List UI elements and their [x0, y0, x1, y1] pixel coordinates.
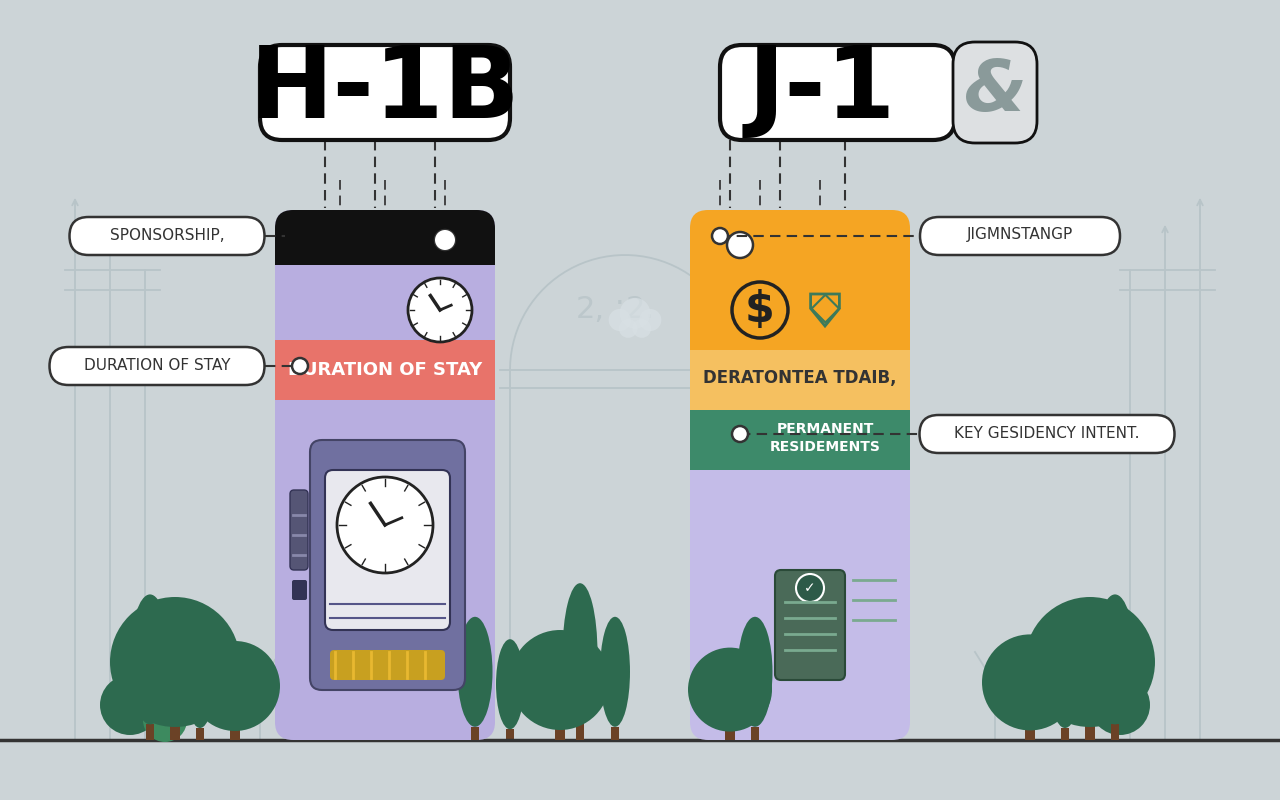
Text: *: * [193, 653, 206, 677]
Text: &: & [964, 57, 1027, 126]
Text: DERATONTEA TDAIB,: DERATONTEA TDAIB, [703, 369, 897, 387]
Bar [576, 723, 584, 740]
Ellipse shape [497, 639, 524, 730]
Bar [170, 707, 180, 740]
Bar [196, 728, 204, 740]
Bar [230, 718, 241, 740]
Text: KEY GESIDENCY INTENT.: KEY GESIDENCY INTENT. [955, 426, 1139, 441]
Bar [275, 340, 495, 400]
Bar [690, 265, 910, 350]
Text: J-1: J-1 [748, 42, 896, 139]
Circle shape [337, 477, 433, 573]
Circle shape [509, 630, 611, 730]
Bar [751, 726, 759, 740]
FancyBboxPatch shape [330, 650, 445, 680]
FancyBboxPatch shape [920, 217, 1120, 255]
Bar [1085, 707, 1094, 740]
Text: JIGMNSTANGP: JIGMNSTANGP [966, 227, 1073, 242]
Circle shape [292, 358, 308, 374]
Ellipse shape [1050, 628, 1082, 728]
Ellipse shape [457, 617, 493, 726]
FancyBboxPatch shape [291, 490, 308, 570]
Circle shape [435, 230, 454, 250]
FancyBboxPatch shape [774, 570, 845, 680]
Bar [471, 726, 479, 740]
FancyBboxPatch shape [69, 217, 265, 255]
Circle shape [1025, 597, 1155, 727]
Text: 2,: 2, [576, 295, 604, 325]
Ellipse shape [1094, 594, 1135, 725]
Circle shape [796, 574, 824, 602]
Circle shape [1091, 675, 1149, 735]
Text: SPONSORSHIP,: SPONSORSHIP, [110, 227, 224, 242]
Circle shape [620, 298, 650, 329]
FancyBboxPatch shape [919, 415, 1175, 453]
Ellipse shape [562, 583, 598, 723]
Circle shape [435, 230, 454, 250]
Circle shape [100, 675, 160, 735]
FancyBboxPatch shape [690, 210, 910, 270]
Ellipse shape [131, 594, 170, 725]
Text: H-1B: H-1B [250, 42, 520, 139]
FancyBboxPatch shape [260, 45, 509, 140]
Text: PERMANENT
RESIDEMENTS: PERMANENT RESIDEMENTS [769, 422, 881, 454]
Circle shape [639, 309, 662, 331]
Circle shape [609, 309, 631, 331]
Ellipse shape [737, 617, 773, 726]
FancyBboxPatch shape [310, 440, 465, 690]
FancyBboxPatch shape [292, 580, 307, 600]
Text: $: $ [745, 289, 774, 331]
Circle shape [632, 319, 652, 338]
Circle shape [727, 232, 753, 258]
FancyBboxPatch shape [719, 45, 955, 140]
FancyBboxPatch shape [275, 210, 495, 265]
Bar [146, 725, 154, 740]
Circle shape [143, 698, 187, 742]
Text: ✓: ✓ [804, 581, 815, 595]
Text: ◇: ◇ [810, 288, 841, 328]
Bar [275, 247, 495, 265]
Text: DURATION OF STAY: DURATION OF STAY [83, 358, 230, 373]
Circle shape [689, 648, 772, 731]
Text: .: . [616, 281, 625, 310]
Bar [506, 730, 515, 740]
Bar [690, 345, 910, 410]
FancyBboxPatch shape [690, 410, 910, 740]
Bar [724, 719, 735, 740]
Bar [1111, 725, 1119, 740]
FancyBboxPatch shape [325, 470, 451, 630]
FancyBboxPatch shape [275, 210, 495, 740]
FancyBboxPatch shape [954, 42, 1037, 143]
Circle shape [189, 641, 280, 731]
Bar [1025, 716, 1036, 740]
Bar [690, 252, 910, 270]
Ellipse shape [600, 617, 630, 726]
Circle shape [110, 597, 241, 727]
Text: DURATION OF STAY: DURATION OF STAY [288, 361, 483, 379]
Ellipse shape [186, 628, 215, 728]
FancyBboxPatch shape [50, 347, 265, 385]
Circle shape [732, 426, 748, 442]
Bar [690, 395, 910, 470]
Text: 2.: 2. [626, 295, 654, 325]
Bar [611, 726, 620, 740]
Bar [556, 715, 564, 740]
Bar [1061, 728, 1069, 740]
Circle shape [618, 319, 637, 338]
Circle shape [408, 278, 472, 342]
Circle shape [982, 634, 1078, 730]
Circle shape [727, 232, 753, 258]
Circle shape [712, 228, 728, 244]
